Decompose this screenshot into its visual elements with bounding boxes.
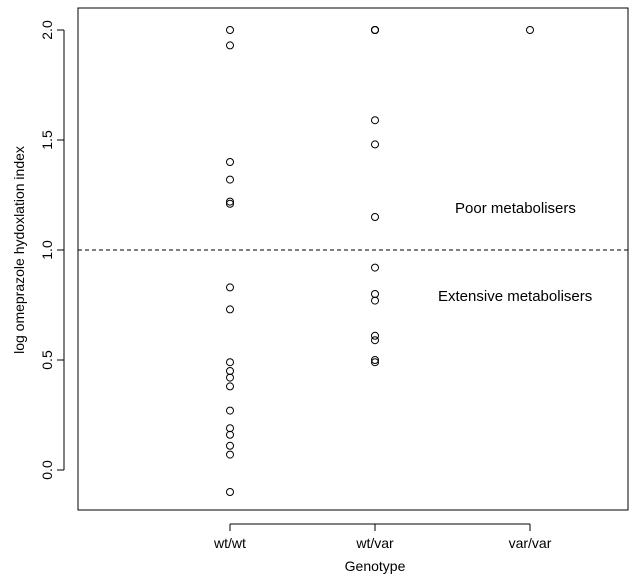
data-point <box>226 199 234 208</box>
data-point <box>371 358 379 367</box>
data-point <box>226 158 234 166</box>
data-point <box>371 213 379 221</box>
data-point <box>371 116 379 125</box>
y-axis: 0.0 0.5 1.0 1.5 2.0 <box>39 20 65 480</box>
data-point <box>226 305 234 314</box>
data-point <box>371 263 379 272</box>
data-point <box>371 26 379 34</box>
x-tick-label: var/var <box>509 535 552 551</box>
data-point <box>226 430 234 439</box>
data-point <box>226 424 234 433</box>
data-point <box>226 358 234 367</box>
y-tick-label: 1.0 <box>39 240 55 260</box>
plot-frame <box>77 7 629 511</box>
data-point <box>226 41 234 50</box>
data-point <box>226 175 234 184</box>
data-points <box>226 26 534 496</box>
y-axis-label: log omeprazole hydoxlation index <box>11 146 27 354</box>
data-point <box>226 373 234 382</box>
data-point <box>371 336 379 345</box>
annotation-poor-metabolisers: Poor metabolisers <box>455 200 576 217</box>
x-tick-label: wt/var <box>355 535 394 551</box>
data-point <box>226 382 234 391</box>
data-point <box>226 450 234 459</box>
data-point <box>371 140 379 149</box>
y-tick-label: 1.5 <box>39 130 55 150</box>
y-tick-label: 0.5 <box>39 350 55 370</box>
data-point <box>226 406 234 415</box>
data-point <box>226 441 234 450</box>
x-axis-label: Genotype <box>345 558 406 574</box>
data-point <box>526 26 534 34</box>
data-point <box>371 296 379 305</box>
x-axis: wt/wt wt/var var/var <box>213 523 552 551</box>
data-point <box>371 356 379 364</box>
data-point <box>371 331 379 340</box>
data-point <box>226 367 234 375</box>
data-point <box>371 290 379 298</box>
annotation-extensive-metabolisers: Extensive metabolisers <box>438 288 592 305</box>
y-tick-label: 0.0 <box>39 460 55 480</box>
data-point <box>226 283 234 292</box>
x-tick-label: wt/wt <box>213 535 246 551</box>
data-point <box>226 488 234 496</box>
y-tick-label: 2.0 <box>39 20 55 40</box>
data-point <box>226 26 234 34</box>
data-point <box>226 197 234 206</box>
